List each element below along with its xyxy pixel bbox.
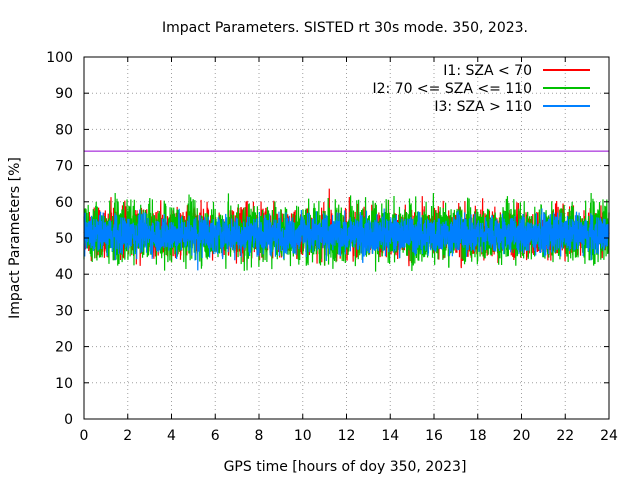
series-layer — [83, 188, 610, 272]
y-tick-label: 30 — [55, 303, 73, 319]
x-tick-label: 8 — [255, 428, 264, 444]
x-tick-label: 16 — [425, 428, 443, 444]
legend-label: I2: 70 <= SZA <= 110 — [372, 81, 532, 97]
x-tick-label: 2 — [123, 428, 132, 444]
y-tick-label: 0 — [64, 412, 73, 428]
x-tick-label: 6 — [211, 428, 220, 444]
legend-label: I3: SZA > 110 — [434, 99, 532, 115]
chart-title: Impact Parameters. SISTED rt 30s mode. 3… — [162, 20, 528, 36]
y-tick-label: 10 — [55, 376, 73, 392]
x-axis-label: GPS time [hours of doy 350, 2023] — [224, 459, 467, 475]
y-axis-label: Impact Parameters [%] — [7, 157, 23, 319]
y-tick-label: 60 — [55, 195, 73, 211]
y-tick-label: 20 — [55, 340, 73, 356]
x-tick-label: 12 — [338, 428, 356, 444]
x-tick-label: 4 — [167, 428, 176, 444]
x-tick-label: 14 — [381, 428, 399, 444]
legend: I1: SZA < 70 I2: 70 <= SZA <= 110 I3: SZA … — [372, 63, 590, 115]
x-tick-label: 20 — [513, 428, 531, 444]
legend-label: I1: SZA < 70 — [443, 63, 532, 79]
y-tick-label: 100 — [46, 50, 73, 66]
y-tick-label: 90 — [55, 86, 73, 102]
x-tick-label: 10 — [294, 428, 312, 444]
ticks: 0 2 4 6 8 10 12 14 16 18 20 22 240102030405060708090… — [46, 50, 618, 444]
x-tick-label: 22 — [556, 428, 574, 444]
y-tick-label: 70 — [55, 159, 73, 175]
x-tick-label: 18 — [469, 428, 487, 444]
series-line — [83, 208, 610, 271]
y-tick-label: 50 — [55, 231, 73, 247]
y-tick-label: 40 — [55, 267, 73, 283]
y-tick-label: 80 — [55, 122, 73, 138]
x-tick-label: 24 — [600, 428, 618, 444]
x-tick-label: 0 — [80, 428, 89, 444]
